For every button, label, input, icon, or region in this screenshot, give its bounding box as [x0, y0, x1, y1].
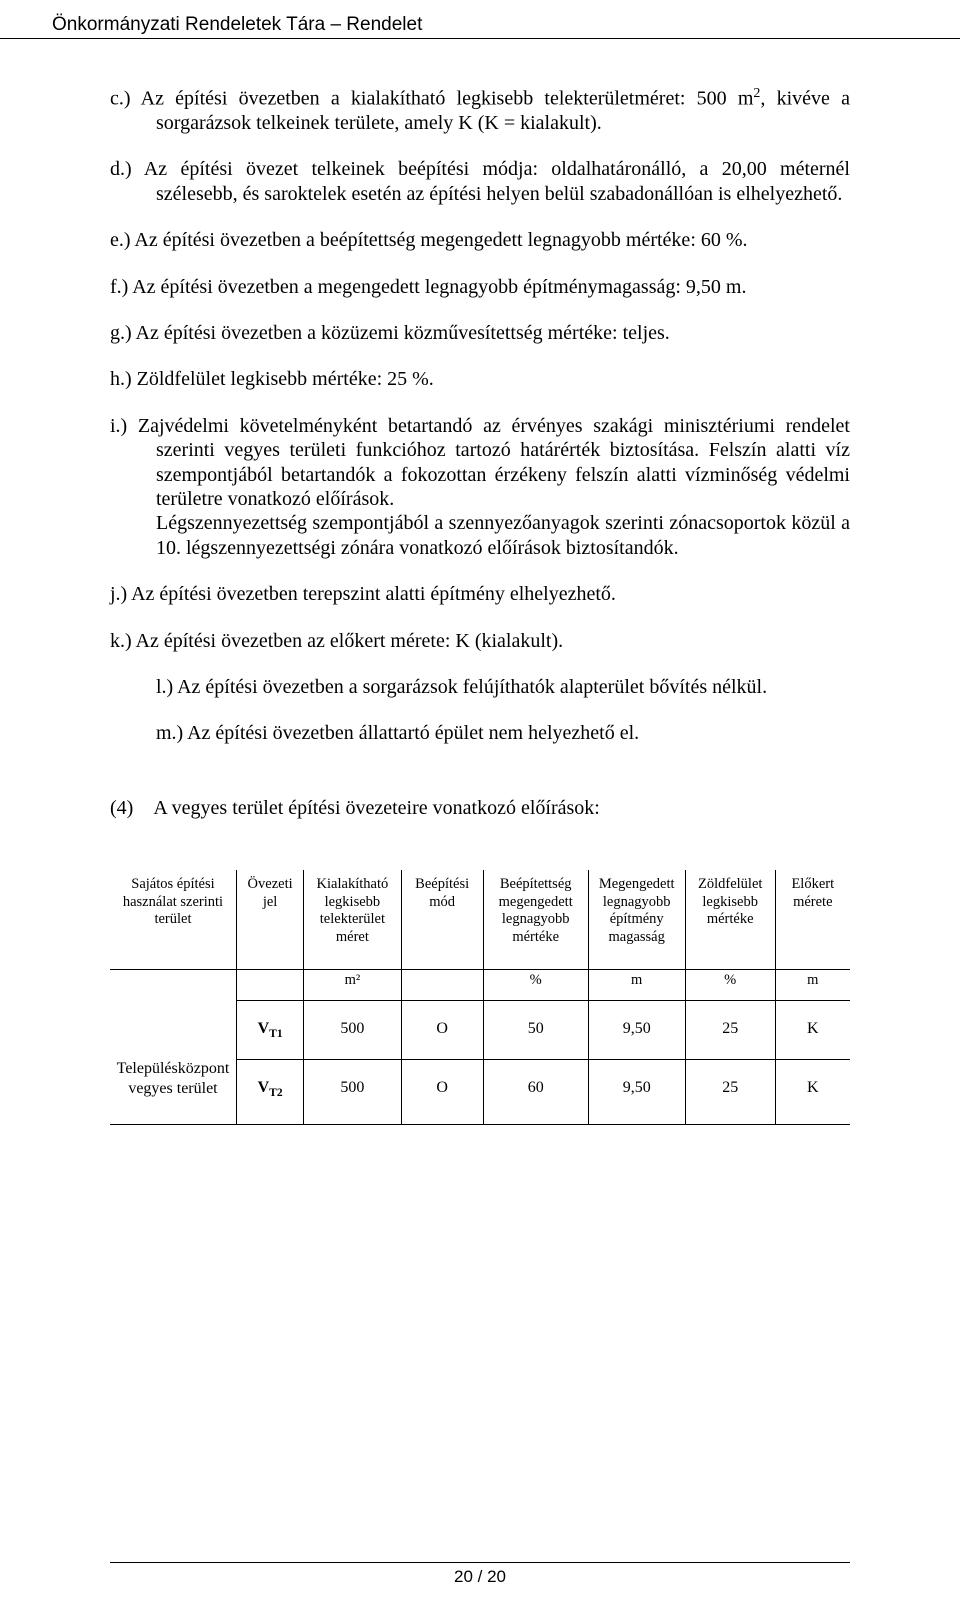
row2-ozj-sub: T2: [269, 1087, 282, 1099]
row1-ozj: VT1: [236, 1000, 303, 1059]
row1-c2: 500: [304, 1000, 401, 1059]
row-label: Településközpont vegyes terület: [110, 1059, 236, 1125]
section-4-lead: (4) A vegyes terület építési övezeteire …: [110, 796, 850, 820]
th-5: Megengedett legnagyobb építmény magasság: [588, 870, 685, 969]
th-7: Előkert mérete: [775, 870, 850, 969]
row1-col0: [110, 1000, 236, 1059]
page-footer: 20 / 20: [0, 1562, 960, 1587]
unit-6: %: [685, 969, 775, 1000]
row1-c5: 9,50: [588, 1000, 685, 1059]
unit-7: m: [775, 969, 850, 1000]
row2-c4: 60: [483, 1059, 588, 1125]
para-i: i.) Zajvédelmi követelményként betartand…: [110, 414, 850, 512]
para-c-pre: c.) Az építési övezetben a kialakítható …: [110, 88, 753, 110]
row1-ozj-pre: V: [258, 1020, 270, 1037]
th-6: Zöldfelület legkisebb mértéke: [685, 870, 775, 969]
unit-1: [236, 969, 303, 1000]
para-j: j.) Az építési övezetben terepszint alat…: [110, 582, 850, 606]
regulations-table-wrap: Sajátos építési használat szerinti terül…: [110, 870, 850, 1125]
regulations-table: Sajátos építési használat szerinti terül…: [110, 870, 850, 1125]
footer-divider: [110, 1562, 850, 1563]
row1-c3: O: [401, 1000, 483, 1059]
section-4-num: (4): [110, 797, 133, 819]
unit-4: %: [483, 969, 588, 1000]
row2-ozj: VT2: [236, 1059, 303, 1125]
row2-c3: O: [401, 1059, 483, 1125]
para-h: h.) Zöldfelület legkisebb mértéke: 25 %.: [110, 367, 850, 391]
page: Önkormányzati Rendeletek Tára – Rendelet…: [0, 0, 960, 1609]
row2-c6: 25: [685, 1059, 775, 1125]
page-header: Önkormányzati Rendeletek Tára – Rendelet: [0, 0, 960, 39]
table-row: Településközpont vegyes terület VT2 500 …: [110, 1059, 850, 1125]
para-d: d.) Az építési övezet telkeinek beépítés…: [110, 157, 850, 206]
table-row: VT1 500 O 50 9,50 25 K: [110, 1000, 850, 1059]
row2-c5: 9,50: [588, 1059, 685, 1125]
table-header-row: Sajátos építési használat szerinti terül…: [110, 870, 850, 969]
th-0: Sajátos építési használat szerinti terül…: [110, 870, 236, 969]
para-m: m.) Az építési övezetben állattartó épül…: [110, 721, 850, 745]
row1-c7: K: [775, 1000, 850, 1059]
row1-c4: 50: [483, 1000, 588, 1059]
unit-2: m²: [304, 969, 401, 1000]
para-f: f.) Az építési övezetben a megengedett l…: [110, 275, 850, 299]
para-k: k.) Az építési övezetben az előkert mére…: [110, 629, 850, 653]
th-1: Övezeti jel: [236, 870, 303, 969]
content-area: c.) Az építési övezetben a kialakítható …: [0, 39, 960, 1125]
para-e: e.) Az építési övezetben a beépítettség …: [110, 228, 850, 252]
th-4: Beépítettség megengedett legnagyobb mért…: [483, 870, 588, 969]
para-c: c.) Az építési övezetben a kialakítható …: [110, 85, 850, 135]
para-i2: Légszennyezettség szempontjából a szenny…: [110, 511, 850, 560]
row1-ozj-sub: T1: [269, 1028, 282, 1040]
row2-c2: 500: [304, 1059, 401, 1125]
para-l: l.) Az építési övezetben a sorgarázsok f…: [110, 675, 850, 699]
unit-3: [401, 969, 483, 1000]
row2-ozj-pre: V: [258, 1079, 270, 1096]
header-title: Önkormányzati Rendeletek Tára – Rendelet: [52, 14, 422, 35]
para-g: g.) Az építési övezetben a közüzemi közm…: [110, 321, 850, 345]
unit-5: m: [588, 969, 685, 1000]
table-units-row: m² % m % m: [110, 969, 850, 1000]
row1-c6: 25: [685, 1000, 775, 1059]
row2-c7: K: [775, 1059, 850, 1125]
th-3: Beépítési mód: [401, 870, 483, 969]
th-2: Kialakítható legkisebb telekterület mére…: [304, 870, 401, 969]
section-4-text: A vegyes terület építési övezeteire vona…: [153, 797, 600, 819]
unit-0: [110, 969, 236, 1000]
footer-page-number: 20 / 20: [0, 1567, 960, 1587]
